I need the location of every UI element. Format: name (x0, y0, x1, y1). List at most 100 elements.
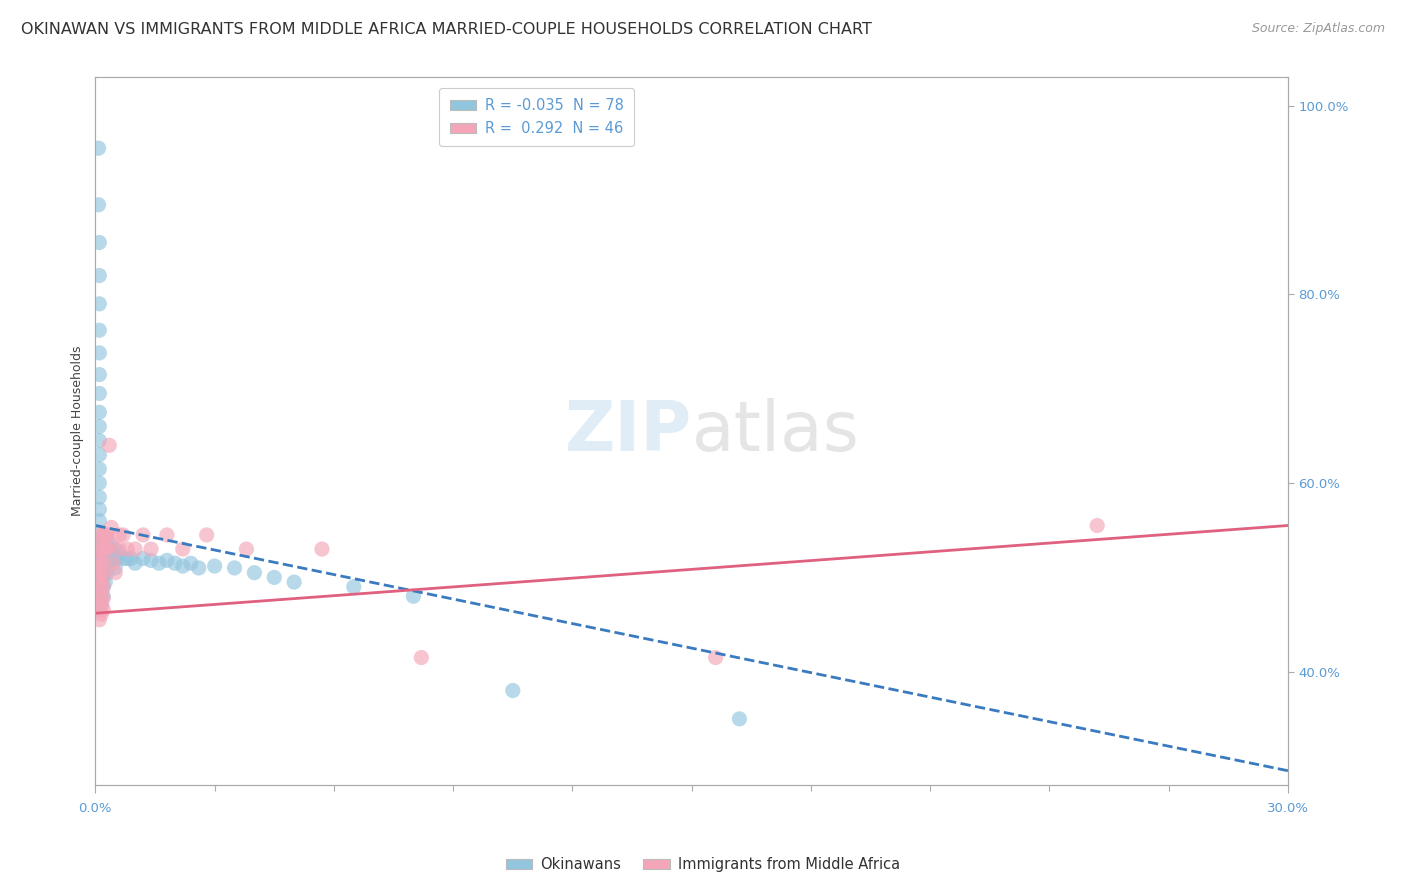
Point (91, 528, 114, 542)
Point (89, 544, 111, 558)
Point (91, 589, 114, 603)
Point (87, 141, 110, 155)
Point (89, 573, 111, 587)
Point (98, 556, 121, 570)
Point (90, 597, 112, 611)
Point (156, 553, 179, 567)
Point (204, 559, 226, 574)
Point (104, 561, 127, 575)
Point (94, 566, 117, 580)
Point (103, 551, 125, 566)
Point (91, 591, 114, 606)
Point (89, 514, 111, 528)
Point (108, 547, 131, 561)
Point (115, 542, 138, 557)
Point (704, 650, 727, 665)
Text: ZIP: ZIP (564, 398, 692, 465)
Point (96, 528, 118, 542)
Point (115, 551, 138, 566)
Point (172, 559, 194, 574)
Point (89, 613, 111, 627)
Point (124, 542, 146, 557)
Point (91, 567, 114, 582)
Point (139, 553, 162, 567)
Point (91, 602, 114, 616)
Point (89, 566, 111, 580)
Point (89, 346, 111, 360)
Point (96, 566, 118, 580)
Point (263, 570, 285, 584)
Point (89, 462, 111, 476)
Point (89, 368, 111, 382)
Point (87, 561, 110, 575)
Y-axis label: Married-couple Households: Married-couple Households (72, 346, 84, 516)
Point (90, 599, 112, 613)
Point (91, 551, 114, 566)
Point (89, 580, 111, 594)
Point (91, 533, 114, 547)
Point (89, 323, 111, 337)
Point (89, 553, 111, 567)
Point (728, 712, 751, 726)
Point (89, 602, 111, 616)
Point (89, 476, 111, 491)
Point (91, 542, 114, 557)
Point (89, 588, 111, 602)
Text: OKINAWAN VS IMMIGRANTS FROM MIDDLE AFRICA MARRIED-COUPLE HOUSEHOLDS CORRELATION : OKINAWAN VS IMMIGRANTS FROM MIDDLE AFRIC… (21, 22, 872, 37)
Point (89, 434, 111, 448)
Point (402, 589, 425, 603)
Point (89, 297, 111, 311)
Point (91, 570, 114, 584)
Point (96, 533, 118, 547)
Point (96, 551, 118, 566)
Point (411, 650, 433, 665)
Point (96, 542, 118, 557)
Point (89, 528, 111, 542)
Point (90, 549, 112, 564)
Point (100, 537, 122, 551)
Legend: R = -0.035  N = 78, R =  0.292  N = 46: R = -0.035 N = 78, R = 0.292 N = 46 (440, 88, 634, 146)
Point (104, 542, 127, 557)
Point (91, 561, 114, 575)
Point (94, 556, 117, 570)
Point (90, 561, 112, 575)
Point (89, 534, 111, 549)
Point (90, 585, 112, 599)
Point (91, 556, 114, 570)
Point (502, 683, 524, 698)
Point (124, 556, 146, 570)
Point (89, 419, 111, 434)
Point (87, 537, 110, 551)
Point (90, 533, 112, 547)
Point (89, 268, 111, 283)
Point (343, 580, 366, 594)
Point (90, 575, 112, 590)
Point (89, 490, 111, 504)
Point (132, 551, 155, 566)
Point (100, 542, 122, 557)
Point (89, 405, 111, 419)
Point (156, 528, 179, 542)
Point (108, 542, 131, 557)
Point (180, 556, 202, 570)
Point (90, 570, 112, 584)
Point (148, 556, 170, 570)
Point (112, 551, 135, 566)
Point (172, 542, 194, 557)
Point (89, 448, 111, 462)
Point (91, 580, 114, 594)
Point (90, 589, 112, 603)
Point (87, 551, 110, 566)
Point (90, 580, 112, 594)
Point (90, 607, 112, 622)
Point (89, 581, 111, 595)
Point (283, 575, 305, 590)
Point (104, 566, 127, 580)
Point (94, 542, 117, 557)
Point (89, 542, 111, 557)
Point (112, 528, 135, 542)
Point (87, 570, 110, 584)
Legend: Okinawans, Immigrants from Middle Africa: Okinawans, Immigrants from Middle Africa (499, 851, 907, 878)
Point (98, 438, 121, 452)
Point (91, 580, 114, 594)
